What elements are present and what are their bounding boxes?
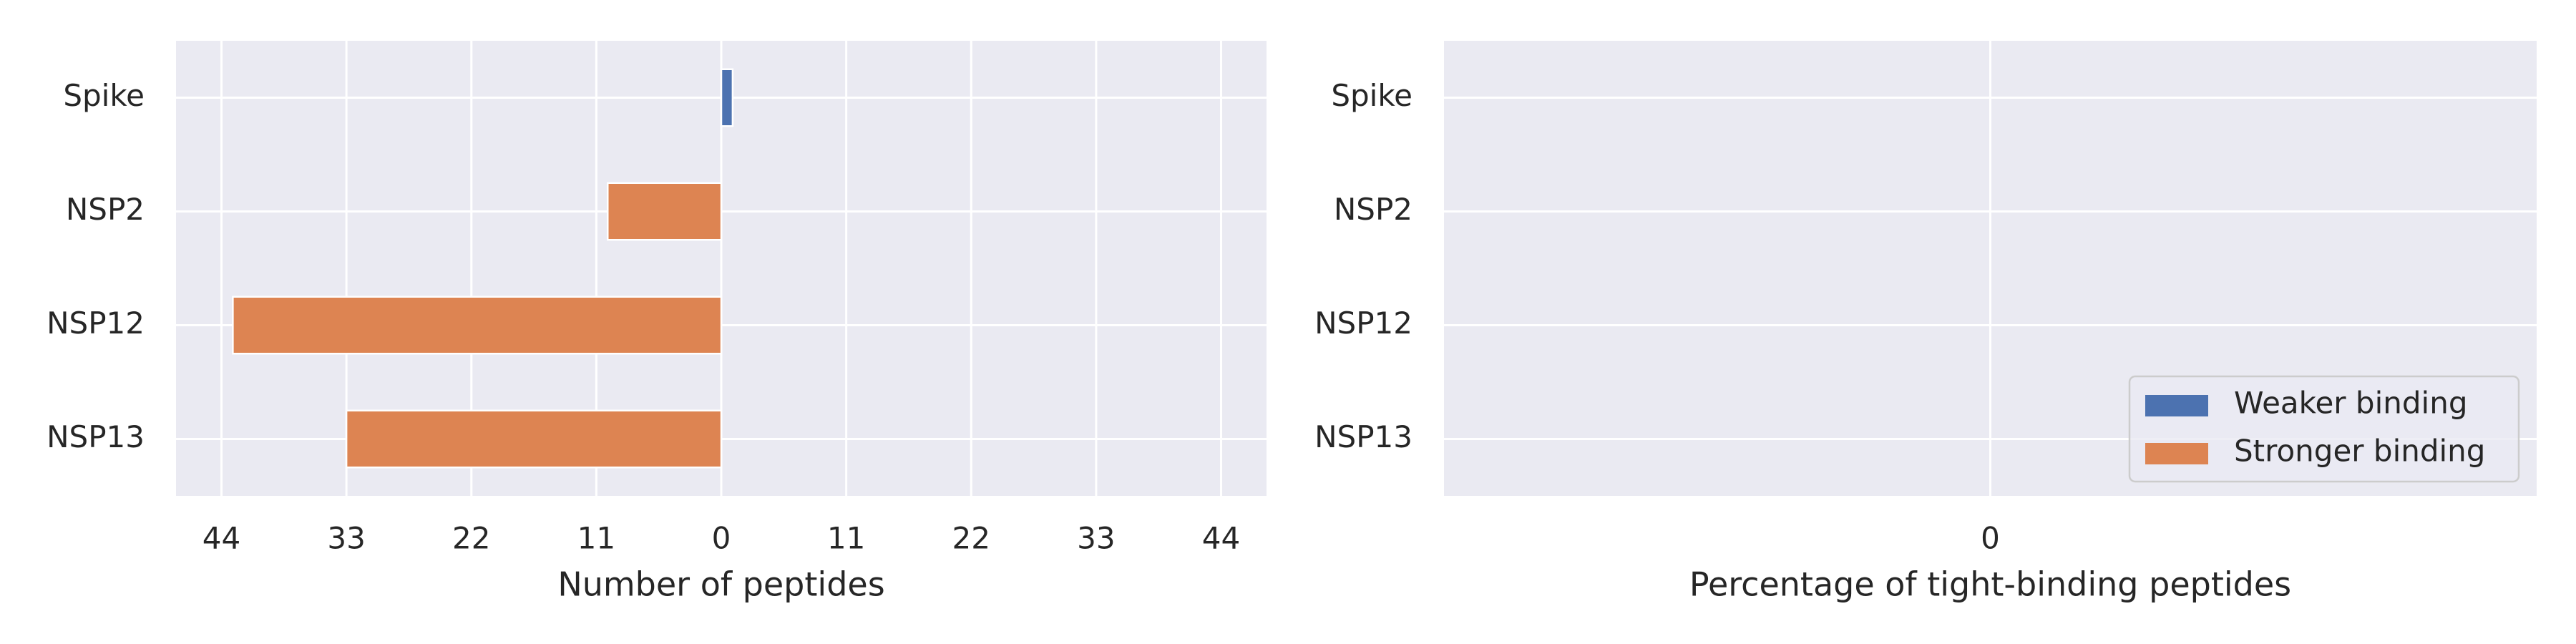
x-axis-label: Number of peptides: [557, 565, 884, 604]
x-tick-label: 33: [1077, 521, 1115, 556]
x-axis-label: Percentage of tight-binding peptides: [1689, 565, 2291, 604]
x-tick-label: 0: [1981, 521, 2000, 556]
x-tick-label: 44: [203, 521, 240, 556]
bar: [720, 68, 734, 127]
legend-swatch: [2145, 443, 2208, 464]
y-tick-label: Spike: [63, 78, 145, 113]
y-tick-label: Spike: [1331, 78, 1413, 113]
x-tick-label: 11: [827, 521, 865, 556]
y-tick-label: NSP13: [1314, 419, 1413, 454]
y-tick-label: NSP12: [1314, 306, 1413, 341]
legend-swatch: [2145, 395, 2208, 416]
y-tick-label: NSP2: [66, 192, 145, 227]
legend-label: Weaker binding: [2234, 386, 2467, 421]
bar: [345, 409, 723, 469]
legend-box: [2128, 375, 2520, 483]
x-tick-label: 22: [952, 521, 990, 556]
x-tick-label: 33: [327, 521, 365, 556]
y-tick-label: NSP2: [1334, 192, 1413, 227]
x-tick-label: 22: [452, 521, 490, 556]
x-tick-label: 0: [712, 521, 731, 556]
y-tick-label: NSP13: [47, 419, 145, 454]
y-tick-label: NSP12: [47, 306, 145, 341]
bar: [232, 296, 723, 355]
bar: [607, 182, 723, 241]
x-tick-label: 44: [1202, 521, 1240, 556]
legend-label: Stronger binding: [2234, 434, 2485, 469]
x-tick-label: 11: [577, 521, 615, 556]
